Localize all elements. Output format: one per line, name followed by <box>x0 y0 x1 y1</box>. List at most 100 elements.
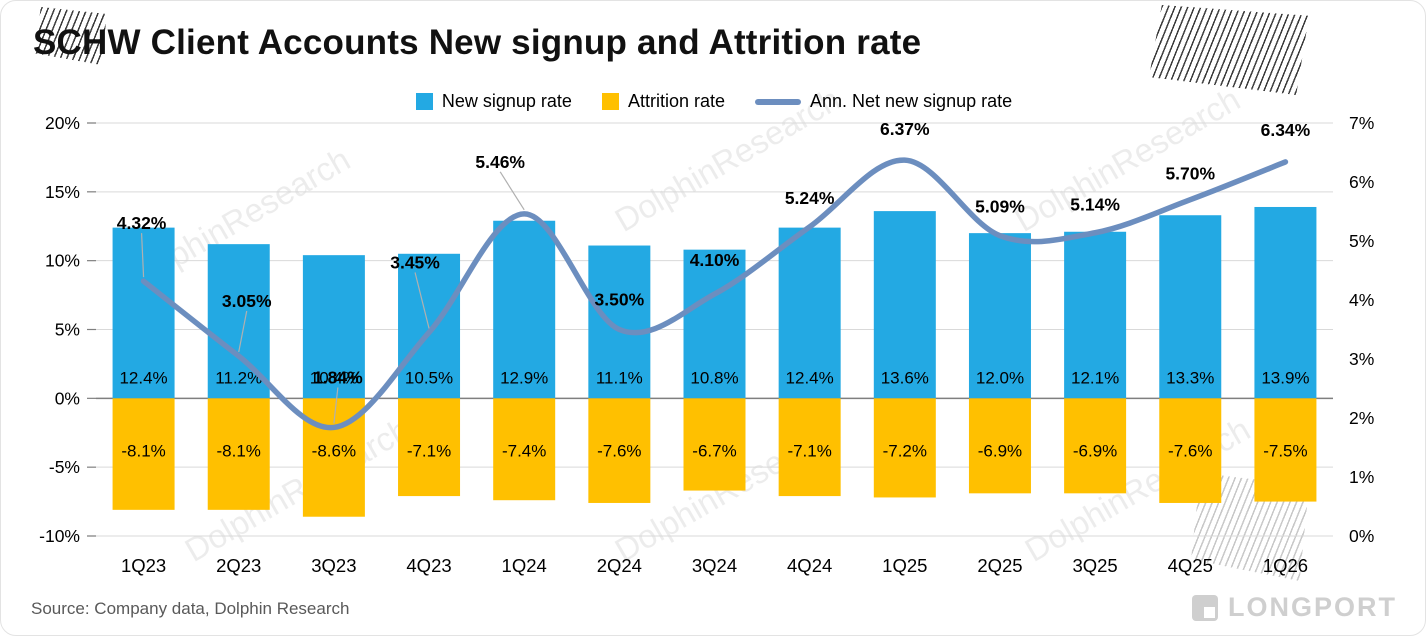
longport-wordmark: LONGPORT <box>1228 592 1397 622</box>
line-net-new-signup <box>140 157 1289 431</box>
bar-label-attrition: -7.2% <box>883 441 927 460</box>
line-label-net-new-signup: 5.14% <box>1070 195 1120 215</box>
bar-label-new-signup: 12.1% <box>1071 368 1119 387</box>
bar-label-new-signup: 12.9% <box>500 368 548 387</box>
x-axis-label: 3Q25 <box>1072 555 1117 576</box>
bar-attrition <box>873 398 936 498</box>
label-leader-line <box>333 387 339 424</box>
bar-label-attrition: -6.7% <box>692 441 736 460</box>
bar-attrition <box>207 398 270 510</box>
bar-label-attrition: -7.6% <box>1168 441 1212 460</box>
bar-label-attrition: -7.6% <box>597 441 641 460</box>
line-label-net-new-signup: 3.50% <box>595 290 645 310</box>
bar-label-attrition: -6.9% <box>1073 441 1117 460</box>
right-axis-label: 1% <box>1349 467 1374 487</box>
bar-new-signup <box>1064 231 1127 399</box>
bar-label-new-signup: 12.4% <box>119 368 167 387</box>
right-axis-label: 5% <box>1349 231 1374 251</box>
line-label-net-new-signup: 1.84% <box>313 367 363 387</box>
bar-new-signup <box>683 249 746 399</box>
bar-new-signup <box>302 255 365 399</box>
line-label-net-new-signup: 6.34% <box>1261 120 1311 140</box>
bar-attrition <box>683 398 746 491</box>
left-axis-label: 15% <box>45 182 80 202</box>
label-leader-line <box>499 171 525 211</box>
right-axis-label: 0% <box>1349 526 1374 546</box>
line-label-net-new-signup: 5.46% <box>475 152 525 172</box>
bar-label-attrition: -8.1% <box>121 441 165 460</box>
x-axis-label: 3Q24 <box>692 555 737 576</box>
line-label-net-new-signup: 3.05% <box>222 291 272 311</box>
x-axis-label: 4Q25 <box>1168 555 1213 576</box>
line-label-net-new-signup: 5.24% <box>785 188 835 208</box>
label-leader-line <box>140 233 145 278</box>
legend-label-new-signup: New signup rate <box>441 91 572 111</box>
x-axis-label: 2Q24 <box>597 555 642 576</box>
line-label-net-new-signup: 3.45% <box>390 252 440 272</box>
legend-label-net-new-signup: Ann. Net new signup rate <box>810 91 1013 111</box>
legend-swatch-new-signup <box>415 93 433 110</box>
x-axis-label: 1Q26 <box>1263 555 1308 576</box>
x-axis-label: 1Q23 <box>121 555 166 576</box>
bar-new-signup <box>493 220 556 399</box>
brand-footer: LONGPORT <box>1192 592 1397 623</box>
bar-attrition <box>1064 398 1127 494</box>
line-label-net-new-signup: 4.10% <box>690 250 740 270</box>
bar-new-signup <box>1254 206 1317 399</box>
line-label-net-new-signup: 5.70% <box>1165 164 1215 184</box>
left-axis-label: 5% <box>55 320 80 340</box>
bar-label-new-signup: 13.3% <box>1166 368 1214 387</box>
bar-new-signup <box>778 227 841 399</box>
left-axis-label: 0% <box>55 388 80 408</box>
line-label-net-new-signup: 6.37% <box>880 119 930 139</box>
right-axis-label: 3% <box>1349 349 1374 369</box>
right-axis-label: 7% <box>1349 113 1374 133</box>
bar-label-new-signup: 10.8% <box>690 368 738 387</box>
x-axis-label: 1Q25 <box>882 555 927 576</box>
bar-label-attrition: -7.5% <box>1263 441 1307 460</box>
left-axis-label: -10% <box>39 526 80 546</box>
bar-label-new-signup: 12.4% <box>786 368 834 387</box>
bar-label-attrition: -7.1% <box>407 441 451 460</box>
left-axis-label: 10% <box>45 251 80 271</box>
line-label-net-new-signup: 5.09% <box>975 197 1025 217</box>
bar-attrition <box>398 398 461 497</box>
legend-line-swatch-net-new-signup <box>755 98 801 105</box>
x-axis-label: 3Q23 <box>311 555 356 576</box>
bar-label-new-signup: 12.0% <box>976 368 1024 387</box>
bar-new-signup <box>588 245 651 399</box>
left-axis-label: 20% <box>45 113 80 133</box>
bar-label-attrition: -6.9% <box>978 441 1022 460</box>
x-axis-label: 4Q24 <box>787 555 832 576</box>
legend-swatch-attrition <box>601 93 619 110</box>
bar-new-signup <box>1159 215 1222 399</box>
x-axis-label: 2Q25 <box>977 555 1022 576</box>
chart-legend: New signup rate Attrition rate Ann. Net … <box>1 91 1425 112</box>
bar-new-signup <box>968 233 1031 399</box>
bar-attrition <box>778 398 841 497</box>
bar-label-new-signup: 13.6% <box>881 368 929 387</box>
label-leader-line <box>414 272 430 329</box>
right-axis-label: 4% <box>1349 290 1374 310</box>
bar-attrition <box>588 398 651 503</box>
label-leader-line <box>238 310 248 353</box>
right-axis-label: 2% <box>1349 408 1374 428</box>
bar-attrition <box>112 398 175 510</box>
x-axis-label: 2Q23 <box>216 555 261 576</box>
bar-attrition <box>968 398 1031 494</box>
longport-logo-icon <box>1192 594 1218 621</box>
bar-label-attrition: -8.1% <box>217 441 261 460</box>
bar-label-new-signup: 13.9% <box>1261 368 1309 387</box>
bar-attrition <box>493 398 556 501</box>
bar-new-signup <box>112 227 175 399</box>
bar-new-signup <box>873 211 936 399</box>
legend-item-attrition: Attrition rate <box>601 91 725 112</box>
x-axis-label: 4Q23 <box>406 555 451 576</box>
bar-label-new-signup: 11.2% <box>215 368 262 387</box>
source-note: Source: Company data, Dolphin Research <box>31 599 350 618</box>
chart-title: SCHW Client Accounts New signup and Attr… <box>33 23 922 62</box>
bar-label-new-signup: 10.5% <box>405 368 453 387</box>
left-axis-label: -5% <box>49 457 80 477</box>
